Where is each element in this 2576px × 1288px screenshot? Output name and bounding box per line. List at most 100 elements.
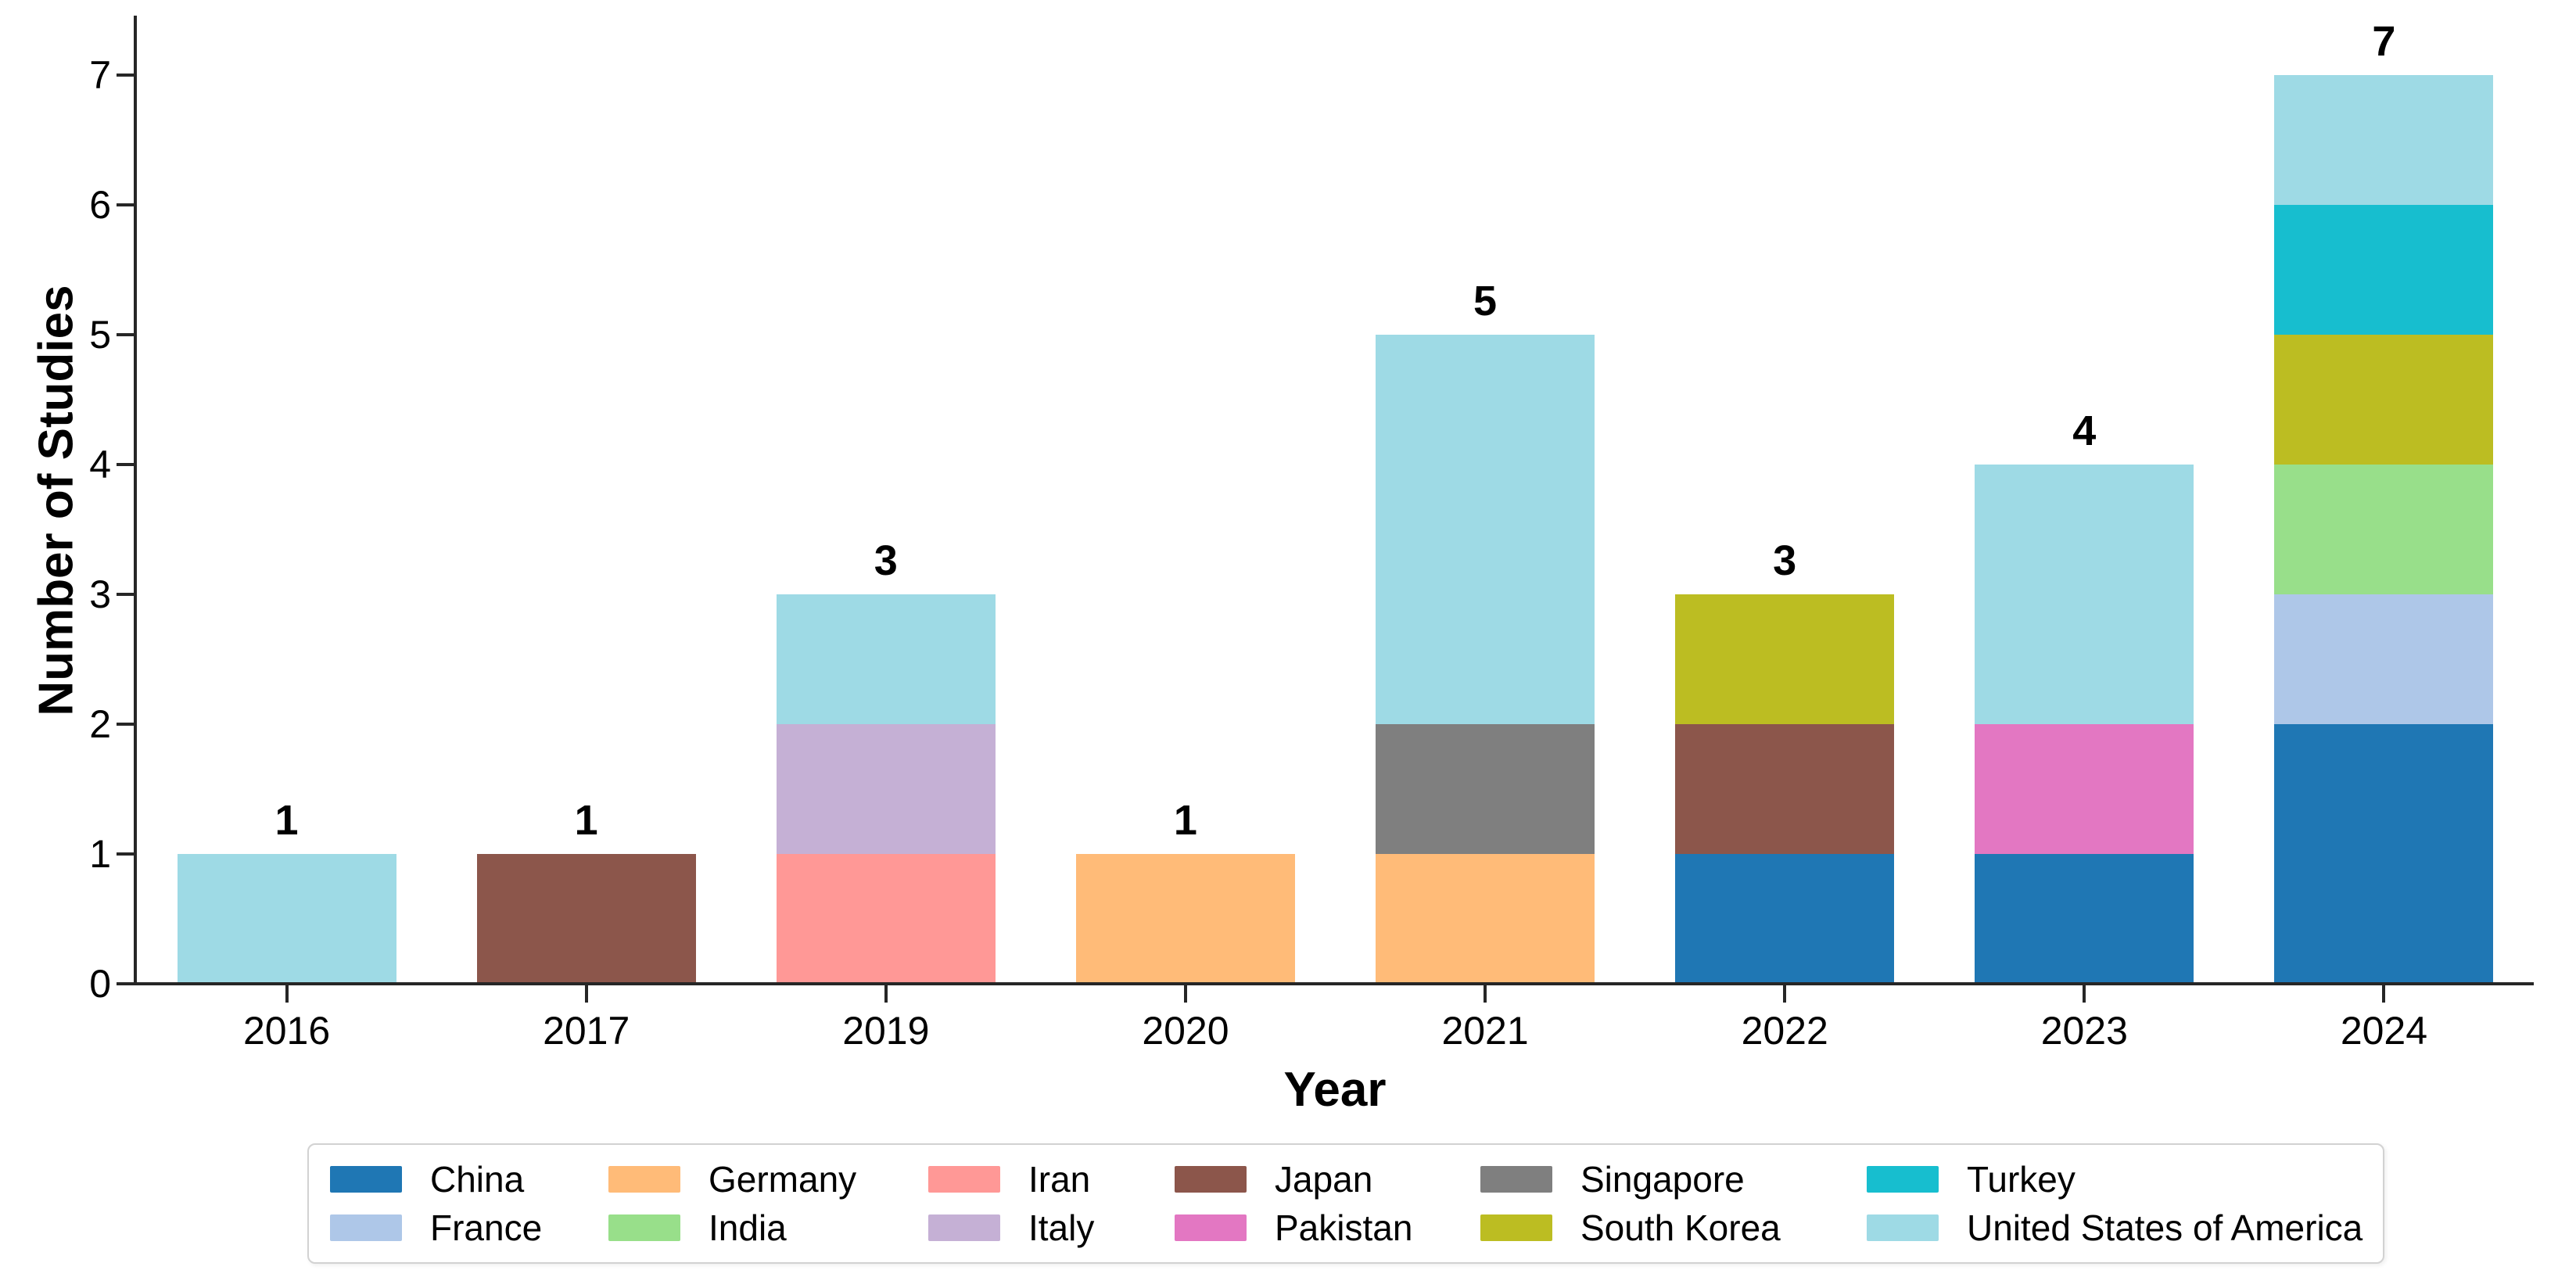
legend-label-south-korea: South Korea (1580, 1207, 1781, 1248)
bar-total-label-2020: 1 (1173, 797, 1197, 844)
x-tick-label-2020: 2020 (1142, 1009, 1229, 1053)
bar-segment-turkey-2024 (2274, 205, 2494, 335)
legend-item-south-korea: South Korea (1480, 1207, 1867, 1248)
bar-segment-japan-2022 (1675, 724, 1895, 854)
legend-label-pakistan: Pakistan (1275, 1207, 1413, 1248)
legend-label-china: China (430, 1159, 525, 1200)
legend-item-singapore: Singapore (1480, 1159, 1867, 1200)
legend-item-japan: Japan (1175, 1159, 1480, 1200)
legend-item-china: China (330, 1159, 608, 1200)
legend-label-germany: Germany (709, 1159, 857, 1200)
x-tick-label-2024: 2024 (2340, 1009, 2428, 1053)
bar-segment-china-2022 (1675, 854, 1895, 984)
y-tick-label: 3 (89, 572, 111, 616)
x-tick-label-2016: 2016 (242, 1009, 331, 1053)
bar-total-label-2023: 4 (2072, 407, 2097, 454)
bar-segment-united-states-of-america-2016 (177, 854, 396, 984)
bar-segment-iran-2019 (776, 854, 996, 984)
bar-segment-germany-2020 (1075, 854, 1295, 984)
y-axis-line (134, 16, 137, 985)
bar-segment-italy-2019 (776, 724, 996, 854)
y-tick-mark (117, 852, 134, 856)
legend-swatch-turkey (1867, 1166, 1939, 1193)
bar-segment-germany-2021 (1376, 854, 1595, 984)
legend-swatch-iran (928, 1166, 1000, 1193)
legend-item-iran: Iran (928, 1159, 1175, 1200)
bar-segment-united-states-of-america-2023 (1975, 465, 2194, 724)
x-tick-mark (884, 985, 888, 1003)
y-tick-mark (117, 203, 134, 206)
x-tick-label-2017: 2017 (543, 1009, 630, 1053)
y-tick-label: 4 (89, 443, 111, 486)
legend-item-pakistan: Pakistan (1175, 1207, 1480, 1248)
legend-item-germany: Germany (608, 1159, 928, 1200)
legend-label-india: India (709, 1207, 787, 1248)
y-tick-mark (117, 723, 134, 726)
legend-label-united-states-of-america: United States of America (1967, 1207, 2363, 1248)
x-tick-mark (2382, 985, 2386, 1003)
x-axis-line (117, 982, 2534, 985)
y-tick-label: 2 (89, 702, 111, 746)
legend-label-japan: Japan (1275, 1159, 1373, 1200)
legend-item-france: France (330, 1207, 608, 1248)
y-tick-label: 1 (89, 832, 111, 876)
bar-segment-singapore-2021 (1376, 724, 1595, 854)
legend-swatch-united-states-of-america (1867, 1214, 1939, 1241)
legend-item-turkey: Turkey (1867, 1159, 2363, 1200)
bar-segment-china-2024 (2274, 724, 2494, 984)
x-tick-mark (2083, 985, 2086, 1003)
bar-total-label-2016: 1 (274, 797, 299, 844)
x-tick-mark (584, 985, 588, 1003)
legend-item-india: India (608, 1207, 928, 1248)
y-tick-mark (117, 593, 134, 596)
bar-total-label-2017: 1 (574, 797, 598, 844)
legend-label-singapore: Singapore (1580, 1159, 1745, 1200)
bar-segment-south-korea-2022 (1675, 594, 1895, 724)
bar-total-label-2021: 5 (1473, 278, 1498, 325)
bar-segment-united-states-of-america-2024 (2274, 75, 2494, 205)
bar-segment-south-korea-2024 (2274, 335, 2494, 465)
legend-swatch-japan (1175, 1166, 1247, 1193)
x-axis-title: Year (1283, 1063, 1387, 1117)
x-tick-mark (1484, 985, 1487, 1003)
legend-swatch-india (608, 1214, 680, 1241)
y-tick-mark (117, 333, 134, 336)
legend-label-turkey: Turkey (1967, 1159, 2076, 1200)
legend-swatch-pakistan (1175, 1214, 1247, 1241)
y-tick-label: 5 (89, 313, 111, 357)
x-tick-label-2022: 2022 (1741, 1009, 1828, 1053)
legend-swatch-italy (928, 1214, 1000, 1241)
legend-swatch-france (330, 1214, 402, 1241)
x-tick-mark (285, 985, 289, 1003)
bar-total-label-2019: 3 (874, 537, 898, 584)
bar-segment-united-states-of-america-2019 (776, 594, 996, 724)
x-tick-label-2019: 2019 (842, 1009, 930, 1053)
bar-segment-japan-2017 (476, 854, 696, 984)
legend-swatch-germany (608, 1166, 680, 1193)
legend-item-united-states-of-america: United States of America (1867, 1207, 2363, 1248)
x-tick-label-2021: 2021 (1441, 1009, 1529, 1053)
y-tick-label: 0 (89, 962, 111, 1006)
bar-segment-france-2024 (2274, 594, 2494, 724)
y-tick-mark (117, 463, 134, 466)
legend-swatch-singapore (1480, 1166, 1552, 1193)
bar-segment-china-2023 (1975, 854, 2194, 984)
y-tick-label: 6 (89, 183, 111, 227)
legend-swatch-south-korea (1480, 1214, 1552, 1241)
legend-label-italy: Italy (1028, 1207, 1095, 1248)
bar-segment-pakistan-2023 (1975, 724, 2194, 854)
bar-total-label-2024: 7 (2372, 18, 2396, 65)
legend-swatch-china (330, 1166, 402, 1193)
y-tick-mark (117, 74, 134, 77)
legend: China Germany Iran Japan Singapore Turkey Fran… (307, 1143, 2385, 1264)
y-tick-label: 7 (89, 53, 111, 97)
bar-segment-india-2024 (2274, 465, 2494, 594)
x-tick-label-2023: 2023 (2040, 1009, 2128, 1053)
legend-label-iran: Iran (1028, 1159, 1091, 1200)
bar-segment-united-states-of-america-2021 (1376, 335, 1595, 724)
bar-total-label-2022: 3 (1773, 537, 1797, 584)
x-tick-mark (1783, 985, 1787, 1003)
x-tick-mark (1183, 985, 1187, 1003)
